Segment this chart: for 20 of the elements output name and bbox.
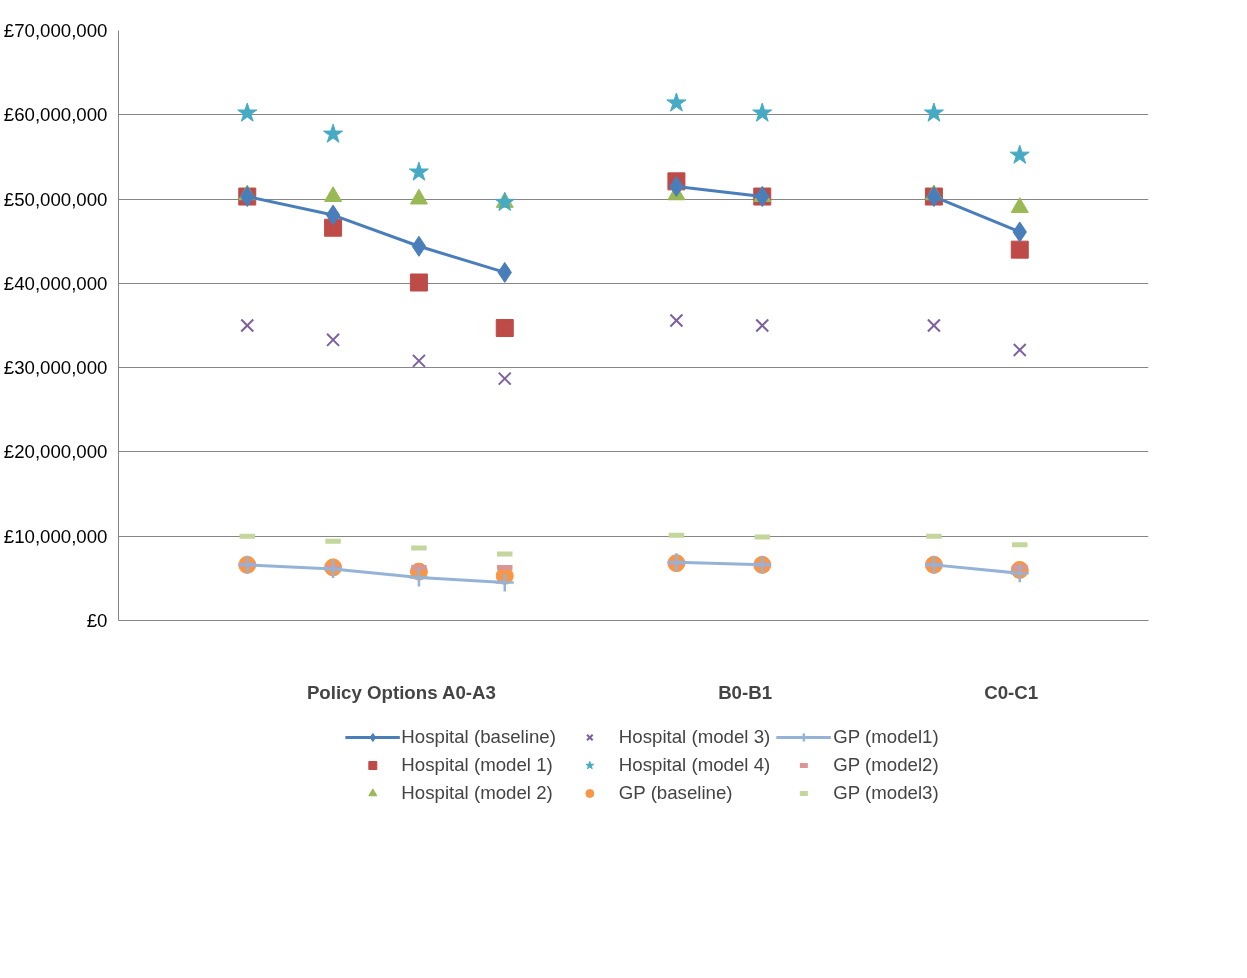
y-tick-label: £10,000,000 (3, 525, 108, 547)
y-tick-label: £60,000,000 (3, 104, 108, 126)
legend-label: GP (baseline) (618, 782, 733, 804)
legend-label: Hospital (model 4) (618, 754, 771, 776)
text: Policy Options A0-A3 (306, 681, 496, 703)
text: C0-C1 (984, 681, 1039, 703)
legend-label: GP (model1) (833, 726, 939, 748)
legend-label: Hospital (model 2) (401, 782, 553, 804)
legend-label: GP (model3) (833, 782, 939, 804)
text: B0-B1 (718, 681, 773, 703)
y-tick-label: £50,000,000 (3, 188, 108, 210)
legend-label: Hospital (model 1) (401, 754, 553, 776)
y-tick-label: £30,000,000 (3, 357, 108, 379)
y-tick-label: £70,000,000 (3, 20, 108, 41)
legend-label: GP (model2) (833, 754, 939, 776)
y-tick-label: £0 (86, 610, 108, 631)
y-tick-label: £40,000,000 (3, 272, 108, 294)
legend-label: Hospital (baseline) (401, 726, 556, 748)
y-tick-label: £20,000,000 (3, 441, 108, 463)
legend-label: Hospital (model 3) (618, 726, 771, 748)
